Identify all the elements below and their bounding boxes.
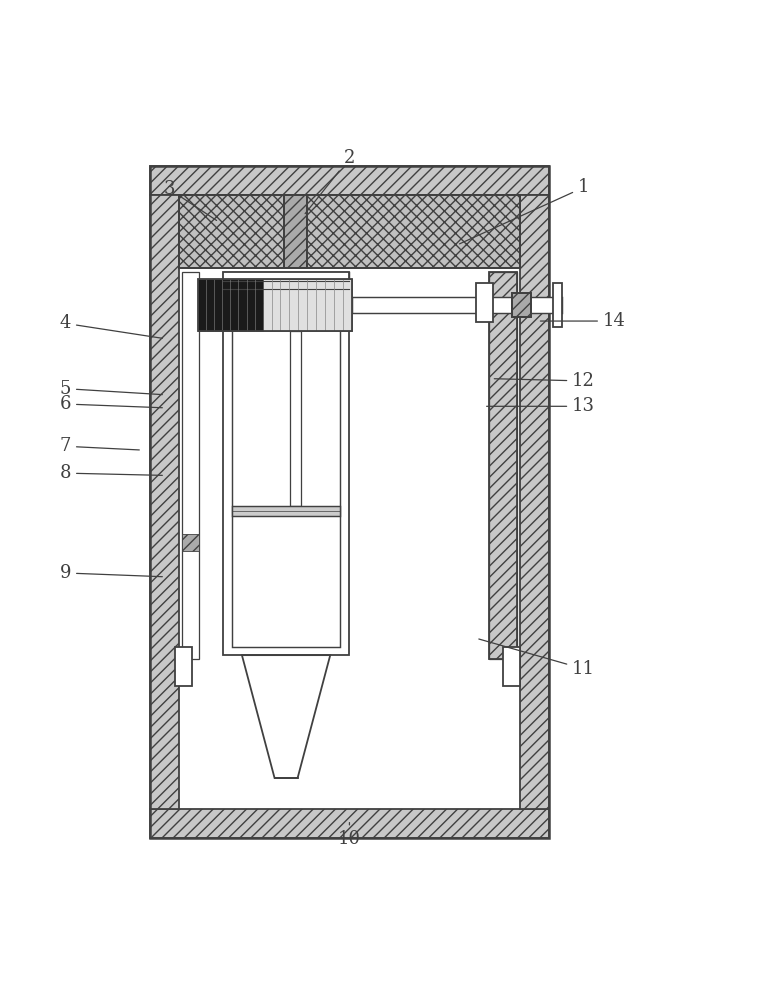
Text: 8: 8 bbox=[60, 464, 162, 482]
Bar bbox=[232, 506, 340, 516]
Bar bbox=[175, 647, 192, 686]
Bar bbox=[150, 166, 549, 838]
Bar bbox=[232, 303, 340, 647]
Bar bbox=[223, 272, 349, 655]
Bar bbox=[182, 534, 199, 551]
Bar bbox=[476, 283, 493, 322]
Bar bbox=[489, 272, 517, 659]
Text: 12: 12 bbox=[495, 372, 595, 390]
Text: 13: 13 bbox=[487, 397, 595, 415]
Text: 3: 3 bbox=[164, 180, 217, 220]
Bar bbox=[512, 293, 531, 317]
Bar bbox=[198, 279, 352, 331]
Bar bbox=[235, 516, 337, 647]
Bar bbox=[290, 331, 301, 506]
Bar bbox=[223, 272, 349, 295]
Text: 5: 5 bbox=[60, 380, 162, 398]
Bar bbox=[150, 195, 179, 809]
Bar bbox=[284, 195, 307, 268]
Bar bbox=[512, 293, 531, 317]
Text: 6: 6 bbox=[60, 395, 162, 413]
Bar bbox=[553, 283, 562, 327]
Bar bbox=[489, 272, 517, 659]
Bar bbox=[150, 809, 549, 838]
Bar bbox=[520, 195, 549, 809]
Bar bbox=[198, 279, 263, 331]
Text: 1: 1 bbox=[459, 178, 589, 244]
Polygon shape bbox=[242, 655, 330, 778]
Bar bbox=[179, 195, 520, 268]
Text: 11: 11 bbox=[478, 639, 595, 678]
Bar bbox=[150, 166, 549, 195]
Bar bbox=[179, 195, 520, 268]
Text: 4: 4 bbox=[60, 314, 162, 338]
Text: 2: 2 bbox=[305, 149, 355, 214]
Text: 10: 10 bbox=[338, 823, 361, 848]
Text: 9: 9 bbox=[60, 564, 162, 582]
Bar bbox=[263, 279, 352, 331]
Bar bbox=[352, 297, 562, 313]
Bar bbox=[503, 647, 520, 686]
Text: 14: 14 bbox=[541, 312, 626, 330]
Text: 7: 7 bbox=[60, 437, 139, 455]
Bar bbox=[182, 272, 199, 659]
Bar bbox=[284, 195, 307, 268]
